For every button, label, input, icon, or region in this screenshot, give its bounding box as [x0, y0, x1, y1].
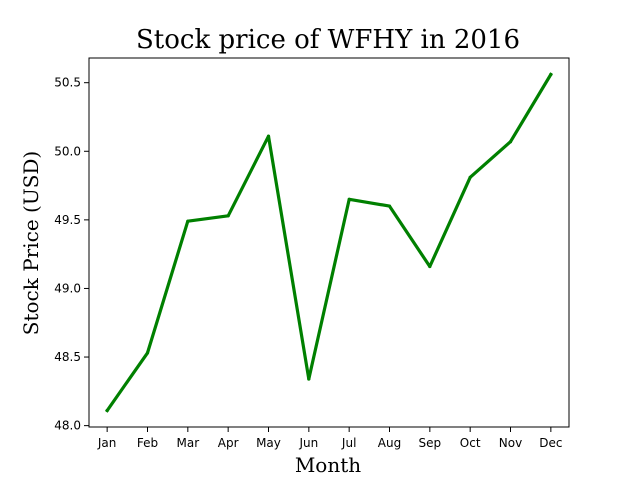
data-point [307, 377, 311, 381]
x-tick-label: Jan [97, 436, 117, 450]
x-tick-label: Jun [298, 436, 318, 450]
y-tick-label: 48.5 [54, 350, 81, 364]
y-tick-label: 48.0 [54, 419, 81, 433]
x-tick-label: Sep [419, 436, 442, 450]
x-tick-label: Feb [137, 436, 158, 450]
data-point [508, 140, 513, 144]
data-point [468, 175, 472, 179]
x-tick-label: Mar [177, 436, 200, 450]
y-tick-label: 49.5 [54, 213, 81, 227]
data-point [266, 134, 271, 138]
y-tick-label: 50.0 [54, 144, 81, 158]
chart-title: Stock price of WFHY in 2016 [136, 25, 520, 55]
data-point [226, 214, 230, 218]
x-tick-label: May [256, 436, 281, 450]
y-tick-label: 50.5 [54, 76, 81, 90]
data-point [428, 264, 432, 269]
x-tick-label: Apr [218, 436, 239, 450]
y-axis-label: Stock Price (USD) [19, 151, 43, 335]
data-point [347, 197, 351, 201]
x-axis: Jan Feb Mar Apr May Jun Jul Aug Sep Oct Nov Dec [97, 427, 562, 450]
x-tick-label: Jul [341, 436, 356, 450]
data-point [549, 72, 553, 77]
series-line [104, 72, 553, 413]
x-tick-label: Oct [460, 436, 481, 450]
x-tick-label: Dec [539, 436, 562, 450]
data-point [387, 204, 392, 208]
data-point [145, 351, 150, 355]
data-point [105, 408, 109, 413]
plot-frame [88, 57, 570, 428]
x-tick-label: Aug [378, 436, 401, 450]
x-tick-label: Nov [499, 436, 522, 450]
y-tick-label: 49.0 [54, 281, 81, 295]
data-point [186, 219, 190, 223]
x-axis-label: Month [295, 453, 361, 477]
plot-area: Jan Feb Mar Apr May Jun Jul Aug Sep Oct Nov Dec 48.… [54, 57, 570, 450]
series-lines [104, 72, 553, 413]
y-axis: 48.0 48.5 49.0 49.5 50.0 50.5 [54, 76, 89, 433]
